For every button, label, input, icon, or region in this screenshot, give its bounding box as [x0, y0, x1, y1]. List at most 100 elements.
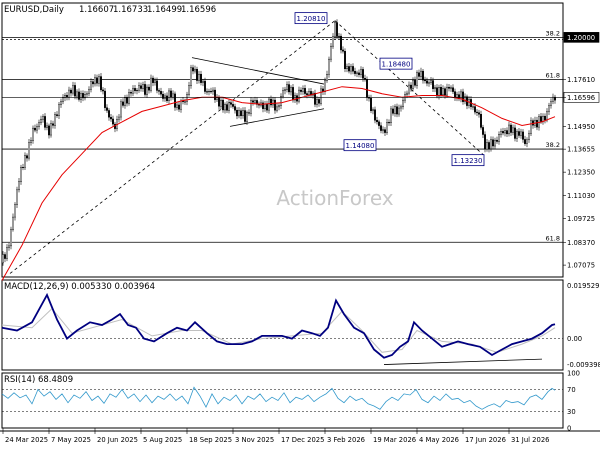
candle-body — [215, 97, 218, 100]
candle-body — [524, 139, 527, 144]
candle-body — [58, 104, 61, 116]
candle-body — [316, 99, 319, 105]
candle-body — [346, 66, 349, 70]
candle-body — [207, 91, 210, 93]
candle-body — [50, 123, 53, 136]
candle-body — [326, 74, 329, 81]
candle-body — [526, 139, 529, 144]
candle-body — [496, 139, 499, 142]
candle-body — [540, 116, 543, 122]
candle-body — [488, 142, 491, 150]
candle-body — [448, 86, 451, 89]
candle-body — [374, 109, 377, 121]
candle-body — [280, 95, 283, 106]
candle-body — [173, 93, 176, 108]
candle-body — [392, 108, 395, 114]
candle-body — [159, 91, 162, 95]
candle-body — [145, 86, 148, 95]
candle-body — [185, 94, 188, 102]
candle-body — [370, 98, 373, 111]
chart-watermark: ActionForex — [276, 186, 393, 210]
candle-body — [494, 139, 497, 147]
candle-body — [213, 89, 216, 100]
candle-body — [175, 104, 178, 108]
candle-body — [193, 68, 196, 72]
candle-body — [83, 94, 86, 99]
candle-body — [127, 92, 130, 104]
candle-body — [460, 91, 463, 100]
y-tick-label: 1.09725 — [567, 215, 595, 223]
candle-body — [314, 92, 317, 105]
x-tick-label: 17 Jun 2026 — [465, 436, 506, 444]
moving-average-line — [1, 86, 556, 281]
candle-body — [7, 245, 10, 248]
candle-body — [3, 254, 6, 259]
candle-body — [530, 120, 533, 134]
candle-body — [482, 127, 485, 135]
triangle-upper-line — [191, 57, 325, 85]
x-tick-label: 24 Mar 2025 — [5, 436, 48, 444]
candle-body — [249, 100, 252, 114]
candle-body — [358, 72, 361, 75]
candle-body — [205, 91, 208, 93]
candle-body — [362, 69, 365, 79]
candle-body — [436, 87, 439, 97]
rsi-title: RSI(14) 68.4809 — [4, 375, 73, 385]
price-callout-box — [451, 154, 485, 167]
candle-body — [360, 69, 363, 75]
candle-body — [550, 101, 553, 106]
candle-body — [52, 123, 55, 126]
candle-body — [151, 77, 154, 83]
candle-body — [430, 80, 433, 83]
rsi-line — [1, 386, 556, 410]
candle-body — [450, 87, 453, 89]
y-tick-label: 1.08370 — [567, 239, 595, 247]
candle-body — [434, 87, 437, 89]
candle-body — [266, 103, 269, 111]
candle-body — [264, 103, 267, 109]
candle-body — [225, 104, 228, 111]
candle-body — [432, 80, 435, 89]
candle-body — [412, 79, 415, 89]
candle-body — [298, 89, 301, 102]
candle-body — [155, 80, 158, 91]
candle-body — [209, 91, 212, 93]
candle-body — [408, 84, 411, 94]
candle-body — [426, 80, 429, 84]
candle-body — [354, 70, 357, 74]
candle-body — [552, 96, 555, 102]
candle-body — [85, 93, 88, 95]
candle-body — [32, 127, 35, 141]
y-tick-label: 1.16596 — [567, 94, 595, 102]
candle-body — [111, 118, 114, 125]
candle-body — [276, 106, 279, 111]
candle-body — [235, 110, 238, 117]
candle-body — [446, 86, 449, 96]
candle-body — [99, 76, 102, 91]
x-tick-label: 7 May 2025 — [51, 436, 91, 444]
candle-body — [161, 93, 164, 99]
candle-body — [195, 68, 198, 81]
candle-body — [149, 77, 152, 91]
candle-body — [332, 36, 335, 47]
candle-body — [506, 130, 509, 135]
price-callout-label: 1.18480 — [382, 61, 411, 69]
candle-body — [137, 85, 140, 91]
candle-body — [69, 89, 72, 94]
candle-body — [5, 247, 8, 259]
x-tick-label: 20 Jun 2025 — [97, 436, 138, 444]
y-tick-label: 1.17610 — [567, 76, 595, 84]
candle-body — [396, 106, 399, 115]
candle-body — [91, 81, 94, 85]
macd-divergence-line — [383, 358, 543, 365]
candle-body — [22, 166, 25, 168]
candle-body — [237, 110, 240, 117]
candle-body — [197, 73, 200, 81]
candle-body — [270, 98, 273, 106]
candle-body — [268, 98, 271, 111]
y-tick-label: 1.11030 — [567, 192, 595, 200]
candle-body — [157, 90, 160, 92]
candle-body — [103, 90, 106, 108]
candle-body — [221, 99, 224, 111]
